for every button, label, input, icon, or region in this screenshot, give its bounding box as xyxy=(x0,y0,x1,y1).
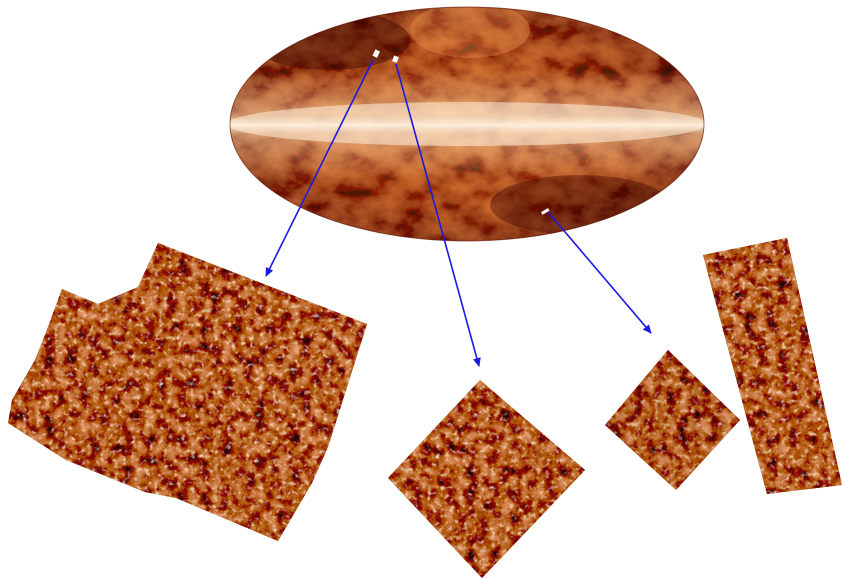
arrow-to-left-field xyxy=(265,59,374,277)
field-mark-3 xyxy=(541,208,550,215)
zoom-panel-right-small xyxy=(605,350,740,490)
field-mark-1 xyxy=(372,49,380,58)
field-marks xyxy=(372,49,550,215)
zoom-panel-center xyxy=(388,380,585,578)
arrow-to-right-fields xyxy=(547,211,652,334)
zoom-panel-right-tall xyxy=(703,238,842,494)
arrows xyxy=(265,59,652,367)
zoom-panel-left xyxy=(8,243,367,541)
field-mark-2 xyxy=(392,55,399,63)
arrow-to-center-field xyxy=(395,63,481,367)
